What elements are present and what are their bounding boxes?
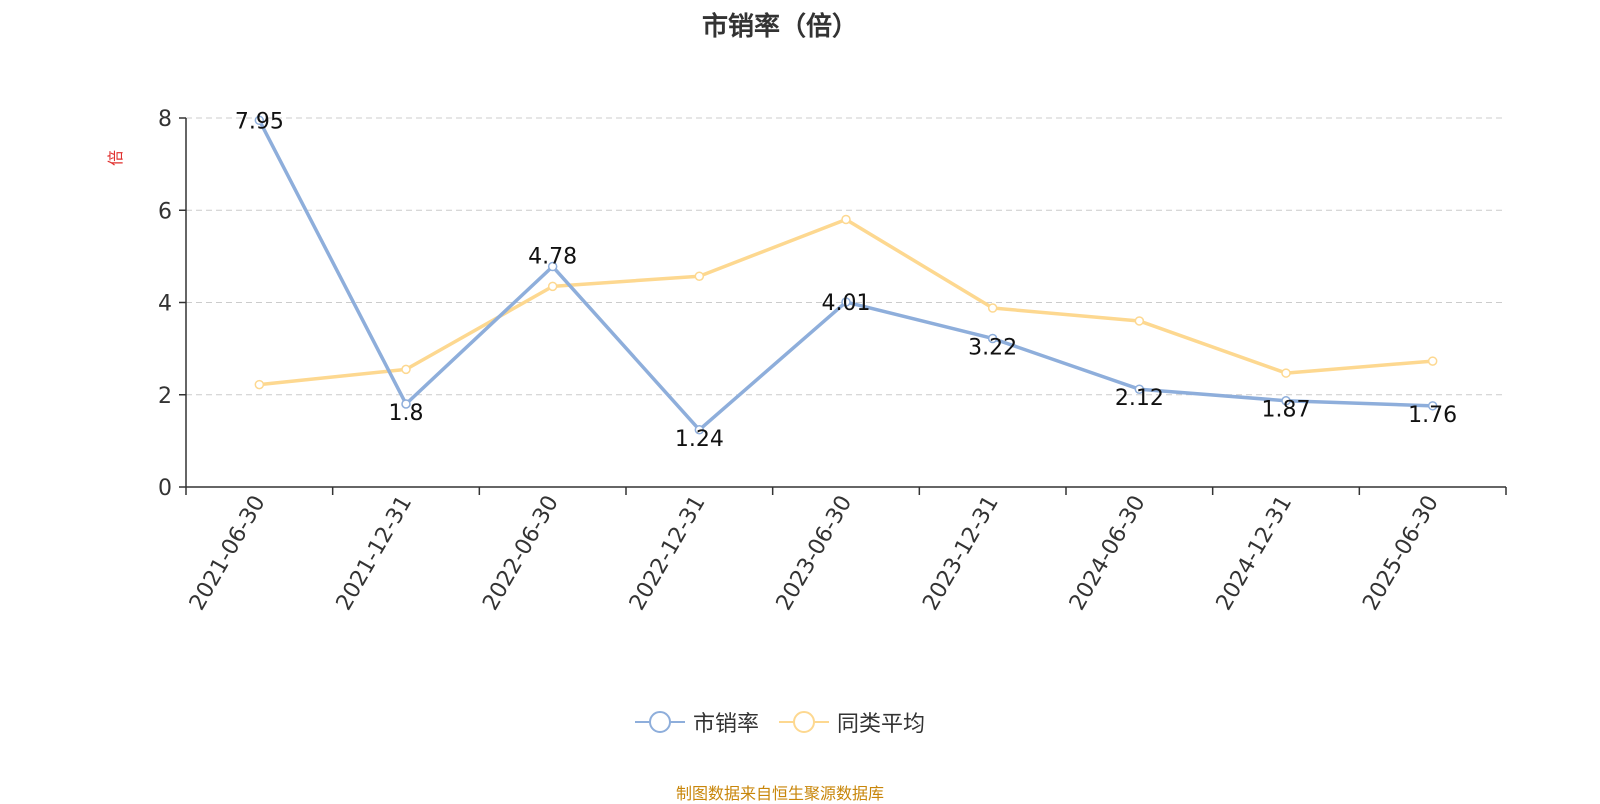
data-point-series-2 xyxy=(254,379,265,390)
data-point-series-1 xyxy=(1427,401,1438,411)
data-point-series-2 xyxy=(841,214,851,225)
x-tick-label: 2022-12-31 xyxy=(625,492,711,615)
data-point-series-1 xyxy=(1281,395,1291,406)
data-point-series-1 xyxy=(254,115,265,126)
x-tick-label: 2022-06-30 xyxy=(478,492,564,615)
y-tick-label: 0 xyxy=(158,476,172,501)
legend-item-series-1[interactable]: 市销率 xyxy=(634,706,759,738)
data-label: 4.01 xyxy=(822,291,871,316)
data-point-series-2 xyxy=(547,281,558,292)
data-label: 1.87 xyxy=(1262,398,1311,423)
x-tick-label: 2021-12-31 xyxy=(332,492,418,615)
chart-title: 市销率（倍） xyxy=(701,12,858,42)
data-point-series-2 xyxy=(694,271,705,281)
data-point-series-1 xyxy=(1134,384,1145,394)
y-axis-label: 倍 xyxy=(106,150,125,166)
data-point-series-1 xyxy=(547,261,558,272)
data-point-series-2 xyxy=(1281,368,1291,378)
x-tick-label: 2023-12-31 xyxy=(918,492,1004,615)
data-label: 7.95 xyxy=(235,109,284,134)
data-point-series-2 xyxy=(1427,356,1438,366)
data-point-series-2 xyxy=(401,364,411,375)
x-tick-label: 2025-06-30 xyxy=(1358,492,1444,615)
x-tick-label: 2024-12-31 xyxy=(1212,492,1298,615)
source-footer: 制图数据来自恒生聚源数据库 xyxy=(675,784,884,803)
legend-label-series-2: 同类平均 xyxy=(837,712,926,737)
x-tick-label: 2021-06-30 xyxy=(185,492,271,615)
y-tick-label: 2 xyxy=(158,384,172,409)
x-tick-label: 2023-06-30 xyxy=(772,492,858,615)
data-label: 1.8 xyxy=(389,401,424,426)
legend-item-series-2[interactable]: 同类平均 xyxy=(779,706,925,738)
data-point-series-2 xyxy=(1134,316,1145,326)
data-point-series-1 xyxy=(401,399,411,409)
y-tick-label: 4 xyxy=(158,292,172,317)
legend: 市销率 同类平均 xyxy=(0,706,1560,738)
data-label: 2.12 xyxy=(1115,386,1164,411)
data-point-series-2 xyxy=(987,303,998,313)
data-label: 4.78 xyxy=(528,245,577,270)
data-point-series-1 xyxy=(841,297,851,307)
legend-marker-series-1 xyxy=(634,711,685,733)
y-tick-label: 8 xyxy=(158,107,172,132)
data-label: 1.24 xyxy=(675,427,724,452)
data-label: 1.76 xyxy=(1408,403,1457,428)
y-tick-label: 6 xyxy=(158,199,172,224)
series-line-1 xyxy=(257,119,1433,432)
data-label: 3.22 xyxy=(968,335,1017,360)
data-point-series-1 xyxy=(694,425,705,435)
legend-label-series-1: 市销率 xyxy=(692,712,759,737)
x-tick-label: 2024-06-30 xyxy=(1065,492,1151,615)
data-point-series-1 xyxy=(987,333,998,344)
legend-marker-series-2 xyxy=(779,711,829,733)
